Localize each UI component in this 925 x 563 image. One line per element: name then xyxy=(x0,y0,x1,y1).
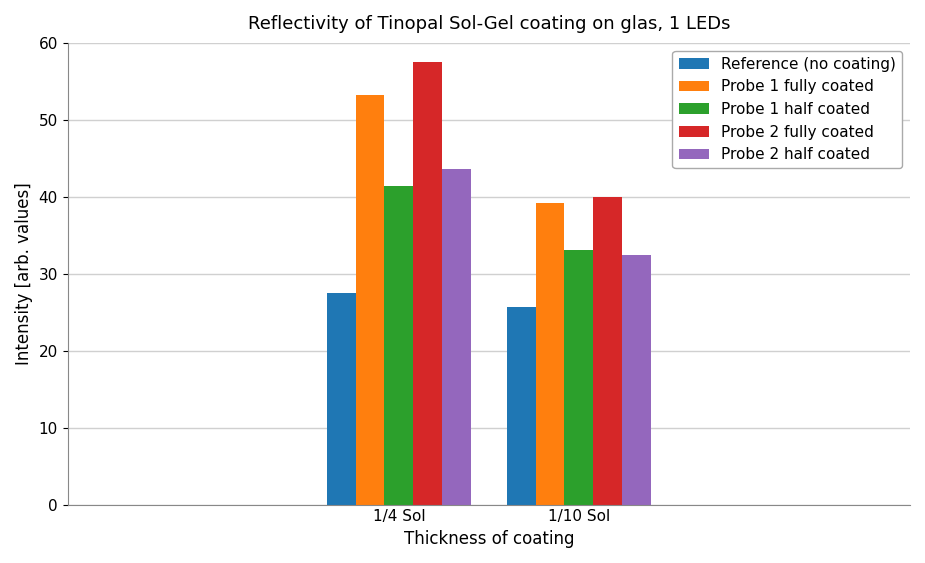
Bar xyxy=(536,203,564,504)
Bar xyxy=(355,95,385,504)
X-axis label: Thickness of coating: Thickness of coating xyxy=(403,530,574,548)
Bar xyxy=(564,250,593,504)
Bar xyxy=(385,186,413,504)
Bar xyxy=(327,293,355,504)
Y-axis label: Intensity [arb. values]: Intensity [arb. values] xyxy=(15,182,33,365)
Bar xyxy=(442,169,471,504)
Bar xyxy=(413,62,442,504)
Legend: Reference (no coating), Probe 1 fully coated, Probe 1 half coated, Probe 2 fully: Reference (no coating), Probe 1 fully co… xyxy=(672,51,903,168)
Bar xyxy=(593,197,622,504)
Bar xyxy=(622,255,651,504)
Title: Reflectivity of Tinopal Sol-Gel coating on glas, 1 LEDs: Reflectivity of Tinopal Sol-Gel coating … xyxy=(248,15,730,33)
Bar xyxy=(507,307,536,504)
